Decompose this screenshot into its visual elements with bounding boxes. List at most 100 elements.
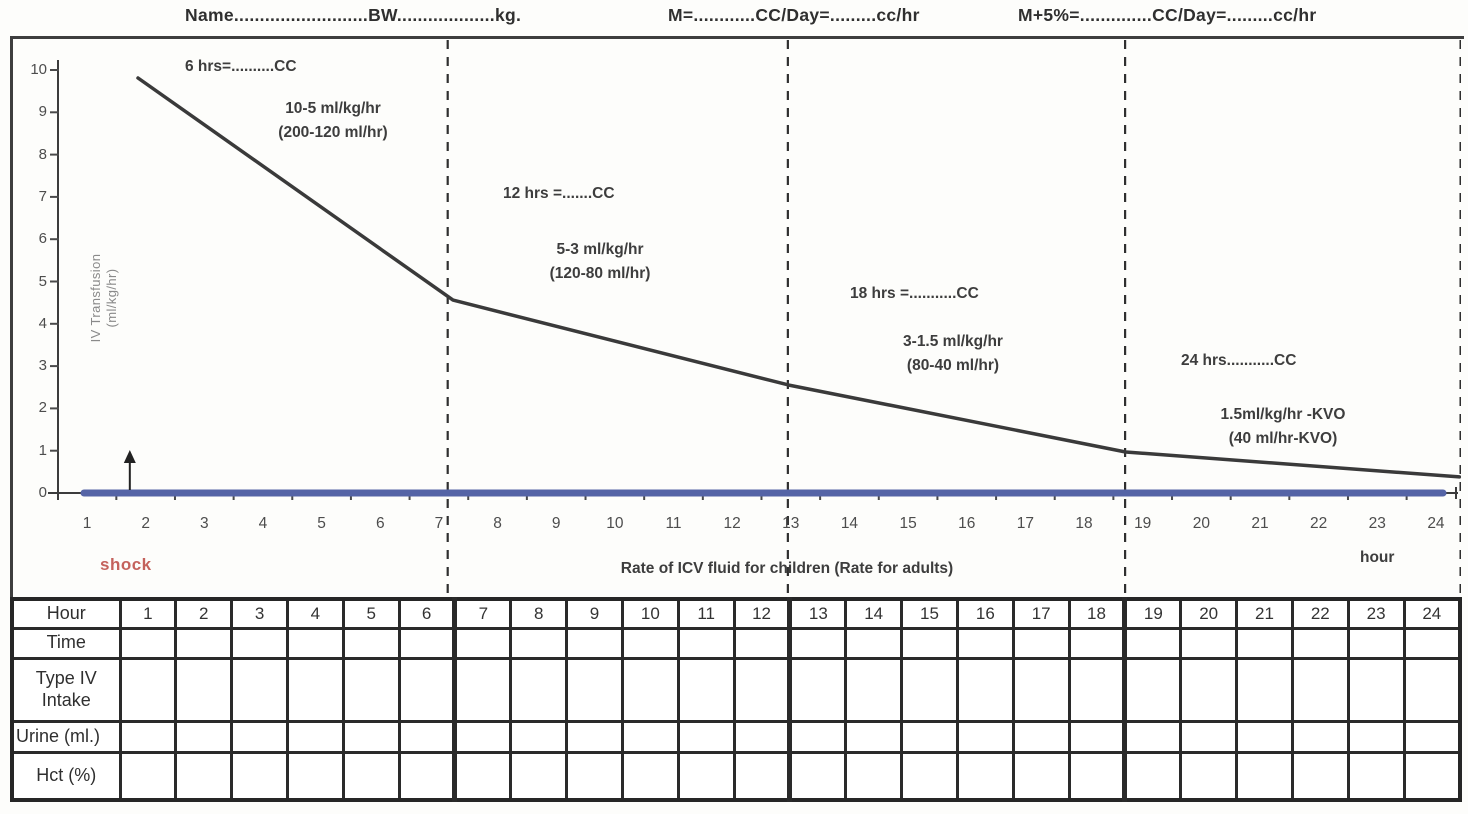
entry-cell-time-h23[interactable] (1346, 626, 1406, 660)
entry-cell-type-iv-intake-h6[interactable] (397, 656, 457, 723)
entry-cell-time-h12[interactable] (732, 626, 792, 660)
entry-cell-hct-h11[interactable] (676, 750, 736, 802)
entry-cell-urine-ml-h5[interactable] (341, 719, 401, 754)
entry-cell-time-h21[interactable] (1235, 626, 1294, 660)
entry-cell-hct-h2[interactable] (174, 750, 234, 802)
entry-cell-type-iv-intake-h23[interactable] (1346, 656, 1406, 723)
entry-cell-urine-ml-h9[interactable] (565, 719, 624, 754)
entry-cell-time-h14[interactable] (844, 626, 904, 660)
entry-cell-hct-h9[interactable] (565, 750, 624, 802)
entry-cell-urine-ml-h8[interactable] (509, 719, 569, 754)
entry-cell-hct-h8[interactable] (509, 750, 569, 802)
entry-cell-type-iv-intake-h21[interactable] (1235, 656, 1294, 723)
entry-cell-hct-h18[interactable] (1067, 750, 1127, 802)
entry-cell-hct-h1[interactable] (118, 750, 178, 802)
entry-cell-time-h17[interactable] (1011, 626, 1071, 660)
entry-cell-urine-ml-h22[interactable] (1290, 719, 1350, 754)
entry-cell-urine-ml-h18[interactable] (1067, 719, 1127, 754)
entry-cell-urine-ml-h15[interactable] (900, 719, 959, 754)
entry-cell-type-iv-intake-h15[interactable] (900, 656, 959, 723)
entry-cell-hct-h5[interactable] (341, 750, 401, 802)
entry-cell-hct-h24[interactable] (1402, 750, 1462, 802)
entry-cell-type-iv-intake-h4[interactable] (285, 656, 345, 723)
entry-cell-type-iv-intake-h10[interactable] (620, 656, 680, 723)
entry-cell-time-h5[interactable] (341, 626, 401, 660)
entry-cell-hct-h12[interactable] (732, 750, 792, 802)
entry-cell-hct-h13[interactable] (787, 750, 848, 802)
entry-cell-time-h22[interactable] (1290, 626, 1350, 660)
entry-cell-type-iv-intake-h9[interactable] (565, 656, 624, 723)
entry-cell-type-iv-intake-h2[interactable] (174, 656, 234, 723)
entry-cell-urine-ml-h19[interactable] (1122, 719, 1183, 754)
entry-cell-type-iv-intake-h8[interactable] (509, 656, 569, 723)
entry-cell-type-iv-intake-h20[interactable] (1179, 656, 1239, 723)
entry-cell-urine-ml-h21[interactable] (1235, 719, 1294, 754)
entry-cell-hct-h19[interactable] (1122, 750, 1183, 802)
x-tick-label: 24 (1427, 515, 1445, 532)
entry-cell-hct-h16[interactable] (955, 750, 1015, 802)
entry-cell-hct-h6[interactable] (397, 750, 457, 802)
entry-cell-type-iv-intake-h17[interactable] (1011, 656, 1071, 723)
entry-cell-urine-ml-h23[interactable] (1346, 719, 1406, 754)
entry-cell-urine-ml-h1[interactable] (118, 719, 178, 754)
entry-cell-urine-ml-h2[interactable] (174, 719, 234, 754)
entry-cell-hct-h3[interactable] (230, 750, 289, 802)
entry-cell-time-h18[interactable] (1067, 626, 1127, 660)
entry-cell-time-h4[interactable] (285, 626, 345, 660)
entry-cell-time-h24[interactable] (1402, 626, 1462, 660)
entry-cell-urine-ml-h17[interactable] (1011, 719, 1071, 754)
entry-cell-hct-h23[interactable] (1346, 750, 1406, 802)
entry-cell-type-iv-intake-h1[interactable] (118, 656, 178, 723)
entry-cell-time-h20[interactable] (1179, 626, 1239, 660)
entry-cell-hct-h14[interactable] (844, 750, 904, 802)
entry-cell-time-h6[interactable] (397, 626, 457, 660)
entry-cell-hct-h17[interactable] (1011, 750, 1071, 802)
entry-cell-time-h10[interactable] (620, 626, 680, 660)
entry-cell-time-h19[interactable] (1122, 626, 1183, 660)
entry-cell-urine-ml-h16[interactable] (955, 719, 1015, 754)
entry-cell-hct-h15[interactable] (900, 750, 959, 802)
entry-cell-urine-ml-h14[interactable] (844, 719, 904, 754)
entry-cell-time-h8[interactable] (509, 626, 569, 660)
entry-cell-hct-h21[interactable] (1235, 750, 1294, 802)
entry-cell-hct-h10[interactable] (620, 750, 680, 802)
entry-cell-urine-ml-h6[interactable] (397, 719, 457, 754)
entry-cell-type-iv-intake-h7[interactable] (452, 656, 513, 723)
entry-cell-type-iv-intake-h14[interactable] (844, 656, 904, 723)
entry-cell-type-iv-intake-h18[interactable] (1067, 656, 1127, 723)
entry-cell-urine-ml-h20[interactable] (1179, 719, 1239, 754)
entry-cell-time-h11[interactable] (676, 626, 736, 660)
entry-cell-type-iv-intake-h12[interactable] (732, 656, 792, 723)
entry-cell-type-iv-intake-h19[interactable] (1122, 656, 1183, 723)
entry-cell-type-iv-intake-h24[interactable] (1402, 656, 1462, 723)
entry-cell-time-h2[interactable] (174, 626, 234, 660)
entry-cell-time-h16[interactable] (955, 626, 1015, 660)
entry-cell-type-iv-intake-h16[interactable] (955, 656, 1015, 723)
entry-cell-type-iv-intake-h11[interactable] (676, 656, 736, 723)
entry-cell-type-iv-intake-h3[interactable] (230, 656, 289, 723)
entry-cell-urine-ml-h24[interactable] (1402, 719, 1462, 754)
entry-cell-time-h9[interactable] (565, 626, 624, 660)
entry-cell-urine-ml-h13[interactable] (787, 719, 848, 754)
entry-cell-time-h3[interactable] (230, 626, 289, 660)
phase1-rate-annotation: 10-5 ml/kg/hr (200-120 ml/hr) (238, 97, 428, 145)
phase3-volume-annotation: 18 hrs =...........CC (850, 285, 979, 302)
entry-cell-type-iv-intake-h22[interactable] (1290, 656, 1350, 723)
entry-cell-urine-ml-h7[interactable] (452, 719, 513, 754)
entry-cell-time-h1[interactable] (118, 626, 178, 660)
entry-cell-type-iv-intake-h5[interactable] (341, 656, 401, 723)
entry-cell-urine-ml-h11[interactable] (676, 719, 736, 754)
entry-cell-urine-ml-h10[interactable] (620, 719, 680, 754)
y-tick-label: 9 (38, 103, 47, 121)
entry-cell-time-h13[interactable] (787, 626, 848, 660)
entry-cell-hct-h22[interactable] (1290, 750, 1350, 802)
entry-cell-time-h7[interactable] (452, 626, 513, 660)
entry-cell-hct-h7[interactable] (452, 750, 513, 802)
entry-cell-type-iv-intake-h13[interactable] (787, 656, 848, 723)
entry-cell-hct-h20[interactable] (1179, 750, 1239, 802)
entry-cell-time-h15[interactable] (900, 626, 959, 660)
entry-cell-hct-h4[interactable] (285, 750, 345, 802)
entry-cell-urine-ml-h4[interactable] (285, 719, 345, 754)
entry-cell-urine-ml-h12[interactable] (732, 719, 792, 754)
entry-cell-urine-ml-h3[interactable] (230, 719, 289, 754)
